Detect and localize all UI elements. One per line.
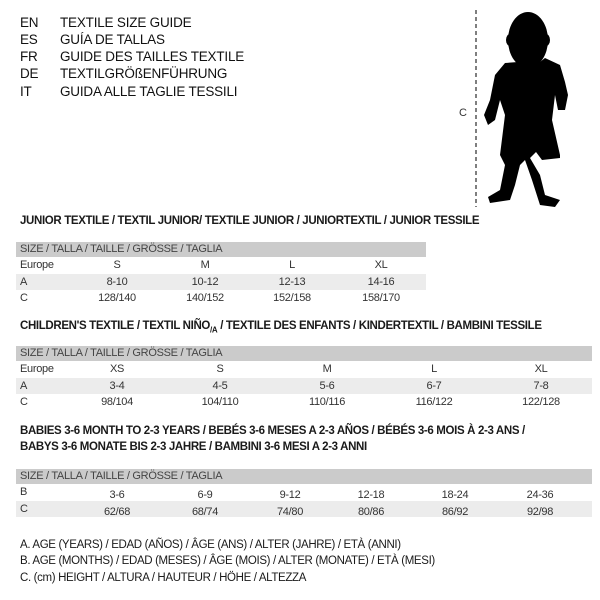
table-cell: 104/110 — [201, 396, 239, 408]
table-cell: 62/68 — [103, 506, 131, 518]
table-row: B 3-6 6-9 9-12 12-18 18-24 24-36 — [16, 484, 592, 501]
table-cell: 9-12 — [279, 489, 301, 501]
table-header: SIZE / TALLA / TAILLE / GRÖSSE / TAGLIA — [16, 242, 426, 257]
table-cell: 6-9 — [197, 489, 213, 501]
children-size-table: SIZE / TALLA / TAILLE / GRÖSSE / TAGLIA … — [16, 346, 592, 410]
lang-code-es: ES — [20, 32, 38, 47]
table-cell: 128/140 — [98, 292, 136, 304]
table-cell: 110/116 — [308, 396, 346, 408]
table-row: Europe XS S M L XL — [16, 361, 592, 377]
table-cell: 6-7 — [426, 380, 442, 392]
row-label: C — [20, 396, 28, 408]
height-measure-label: C — [459, 107, 467, 119]
babies-section-title-line1: BABIES 3-6 MONTH TO 2-3 YEARS / BEBÉS 3-… — [20, 425, 525, 437]
legend-a: A. AGE (YEARS) / EDAD (AÑOS) / ÂGE (ANS)… — [20, 539, 401, 551]
table-cell: 5-6 — [319, 380, 335, 392]
table-cell: XS — [109, 363, 125, 375]
babies-size-table: SIZE / TALLA / TAILLE / GRÖSSE / TAGLIA … — [16, 469, 592, 518]
row-label: C — [20, 292, 28, 304]
lang-code-fr: FR — [20, 49, 38, 64]
babies-section-title-line2: BABYS 3-6 MONATE BIS 2-3 JAHRE / BAMBINI… — [20, 441, 367, 453]
table-row: Europe S M L XL — [16, 257, 426, 273]
table-row: C 98/104 104/110 110/116 116/122 122/128 — [16, 394, 592, 410]
table-cell: XL — [374, 259, 388, 271]
row-label: Europe — [20, 259, 54, 271]
title-subscript: /A — [210, 325, 218, 335]
junior-section-title: JUNIOR TEXTILE / TEXTIL JUNIOR/ TEXTILE … — [20, 215, 480, 227]
lang-title-es: GUÍA DE TALLAS — [60, 32, 165, 47]
table-header: SIZE / TALLA / TAILLE / GRÖSSE / TAGLIA — [16, 469, 592, 484]
table-cell: 14-16 — [367, 276, 395, 288]
legend-b: B. AGE (MONTHS) / EDAD (MESES) / ÂGE (MO… — [20, 555, 435, 567]
table-cell: 158/170 — [362, 292, 400, 304]
table-cell: 116/122 — [415, 396, 453, 408]
table-cell: L — [289, 259, 295, 271]
lang-title-en: TEXTILE SIZE GUIDE — [60, 15, 192, 30]
table-cell: 18-24 — [441, 489, 469, 501]
lang-code-en: EN — [20, 15, 39, 30]
table-cell: L — [431, 363, 437, 375]
children-section-title: CHILDREN'S TEXTILE / TEXTIL NIÑO/A / TEX… — [20, 320, 542, 334]
table-cell: 68/74 — [191, 506, 219, 518]
table-cell: 3-4 — [109, 380, 125, 392]
junior-size-table: SIZE / TALLA / TAILLE / GRÖSSE / TAGLIA … — [16, 242, 426, 306]
lang-title-fr: GUIDE DES TAILLES TEXTILE — [60, 49, 245, 64]
table-row: A 3-4 4-5 5-6 6-7 7-8 — [16, 378, 592, 394]
row-label: Europe — [20, 363, 54, 375]
table-row: C 62/68 68/74 74/80 80/86 86/92 92/98 — [16, 501, 592, 518]
lang-title-de: TEXTILGRÖßENFÜHRUNG — [60, 66, 228, 81]
table-cell: 3-6 — [109, 489, 125, 501]
row-label: A — [20, 276, 28, 288]
table-cell: XL — [534, 363, 548, 375]
table-cell: S — [113, 259, 121, 271]
table-cell: S — [216, 363, 224, 375]
table-cell: 80/86 — [357, 506, 385, 518]
table-cell: 74/80 — [276, 506, 304, 518]
table-cell: 86/92 — [441, 506, 469, 518]
table-cell: 4-5 — [212, 380, 228, 392]
table-cell: 140/152 — [186, 292, 224, 304]
table-cell: M — [200, 259, 210, 271]
child-silhouette-icon — [475, 10, 568, 207]
legend-c: C. (cm) HEIGHT / ALTURA / HAUTEUR / HÖHE… — [20, 572, 307, 584]
table-row: A 8-10 10-12 12-13 14-16 — [16, 274, 426, 290]
title-text: / TEXTILE DES ENFANTS / KINDERTEXTIL / B… — [217, 320, 542, 332]
table-cell: 98/104 — [101, 396, 133, 408]
table-cell: 10-12 — [191, 276, 219, 288]
table-cell: 12-13 — [278, 276, 306, 288]
row-label: B — [20, 486, 28, 498]
table-cell: 12-18 — [357, 489, 385, 501]
table-cell: 122/128 — [522, 396, 560, 408]
table-cell: 92/98 — [526, 506, 554, 518]
table-cell: 152/158 — [273, 292, 311, 304]
table-header: SIZE / TALLA / TAILLE / GRÖSSE / TAGLIA — [16, 346, 592, 361]
table-cell: 7-8 — [533, 380, 549, 392]
table-cell: 24-36 — [526, 489, 554, 501]
row-label: C — [20, 503, 28, 515]
title-text: CHILDREN'S TEXTILE / TEXTIL NIÑO — [20, 320, 211, 332]
table-cell: M — [322, 363, 332, 375]
lang-title-it: GUIDA ALLE TAGLIE TESSILI — [60, 84, 238, 99]
lang-code-de: DE — [20, 66, 39, 81]
table-row: C 128/140 140/152 152/158 158/170 — [16, 290, 426, 306]
lang-code-it: IT — [20, 84, 32, 99]
table-cell: 8-10 — [106, 276, 128, 288]
row-label: A — [20, 380, 28, 392]
